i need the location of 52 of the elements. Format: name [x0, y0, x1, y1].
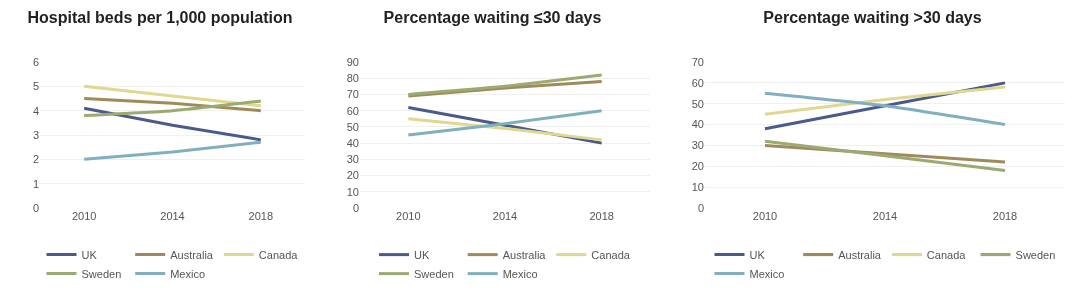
y-tick-label: 5: [32, 80, 39, 93]
legend-label: Sweden: [414, 267, 454, 280]
x-tick-label: 2010: [396, 210, 421, 222]
y-tick-label: 40: [346, 136, 359, 149]
chart-title: Hospital beds per 1,000 population: [27, 9, 293, 27]
legend-label: Sweden: [81, 267, 122, 280]
y-tick-label: 50: [691, 97, 704, 110]
legend-label: UK: [81, 248, 98, 261]
x-tick-label: 2014: [160, 210, 185, 222]
legend-label: Mexico: [749, 267, 785, 280]
x-tick-label: 2018: [992, 210, 1018, 222]
y-tick-label: 6: [32, 55, 39, 68]
legend-label: Australia: [170, 248, 214, 261]
legend-label: Canada: [591, 248, 631, 261]
y-tick-label: 10: [691, 180, 704, 193]
y-tick-label: 20: [346, 169, 359, 182]
y-tick-label: 0: [32, 201, 39, 214]
y-tick-label: 60: [346, 104, 359, 117]
legend-label: Mexico: [502, 267, 538, 280]
y-tick-label: 0: [352, 201, 359, 214]
y-tick-label: 30: [691, 139, 704, 152]
x-tick-label: 2014: [872, 210, 898, 222]
x-tick-label: 2010: [71, 210, 97, 222]
chart-title: Percentage waiting >30 days: [763, 9, 982, 27]
chart-title: Percentage waiting ≤30 days: [383, 9, 602, 27]
x-tick-label: 2018: [248, 210, 274, 222]
legend-label: UK: [414, 248, 430, 261]
y-tick-label: 0: [697, 201, 704, 214]
x-tick-label: 2014: [492, 210, 518, 222]
legend-label: UK: [749, 248, 766, 261]
legend-label: Canada: [258, 248, 299, 261]
y-tick-label: 20: [691, 160, 704, 173]
y-tick-label: 90: [346, 55, 359, 68]
legend-label: Australia: [502, 248, 547, 261]
y-tick-label: 3: [32, 128, 39, 141]
y-tick-label: 1: [32, 177, 39, 190]
y-tick-label: 60: [691, 76, 704, 89]
y-tick-label: 70: [346, 88, 359, 101]
y-tick-label: 80: [346, 72, 359, 85]
legend-label: Sweden: [1015, 248, 1056, 261]
x-tick-label: 2018: [589, 210, 614, 222]
y-tick-label: 4: [32, 104, 39, 117]
legend-label: Mexico: [170, 267, 206, 280]
legend-label: Canada: [926, 248, 967, 261]
y-tick-label: 50: [346, 120, 359, 133]
y-tick-label: 2: [32, 153, 39, 166]
y-tick-label: 70: [691, 55, 704, 68]
y-tick-label: 10: [346, 185, 359, 198]
y-tick-label: 30: [346, 153, 359, 166]
legend-label: Australia: [838, 248, 882, 261]
y-tick-label: 40: [691, 118, 704, 131]
x-tick-label: 2010: [752, 210, 778, 222]
